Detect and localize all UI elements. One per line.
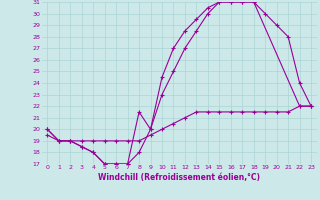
X-axis label: Windchill (Refroidissement éolien,°C): Windchill (Refroidissement éolien,°C): [98, 173, 260, 182]
